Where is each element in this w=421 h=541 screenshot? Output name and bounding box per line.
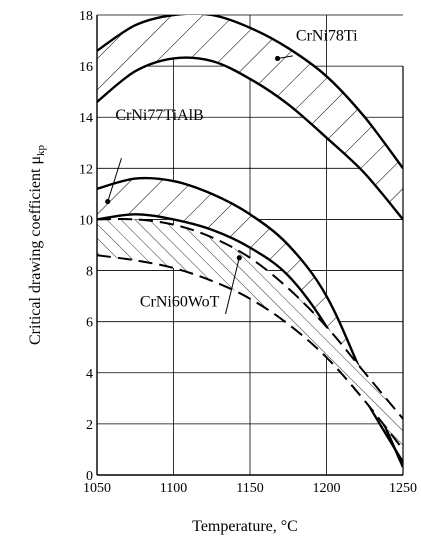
y-tick-label-10: 10 [79, 213, 93, 228]
y-tick-label-18: 18 [79, 9, 93, 24]
leader-dot-crni60wot [236, 255, 242, 261]
y-tick-label-6: 6 [86, 316, 93, 331]
y-tick-label-16: 16 [79, 60, 93, 75]
y-tick-label-12: 12 [79, 162, 93, 177]
leader-line-crni60wot [225, 257, 240, 315]
x-tick-label-1150: 1150 [236, 481, 263, 496]
leader-dot-crni78ti [274, 55, 281, 62]
band-upper-line-crni78ti [97, 15, 403, 170]
alloy-label-crni78ti: CrNi78Ti [296, 28, 358, 45]
y-tick-label-4: 4 [86, 367, 93, 382]
band-upper-line-crni60wot [97, 218, 403, 420]
y-tick-label-8: 8 [86, 265, 93, 280]
alloy-label-crni77tialb: CrNi77TiAlB [115, 107, 203, 124]
y-tick-label-14: 14 [79, 111, 93, 126]
y-axis-title-main: Critical drawing coefficient μ [27, 156, 44, 345]
y-tick-label-0: 0 [86, 469, 93, 484]
band-lower-line-crni78ti [97, 56, 403, 221]
y-axis-title-subscript: kp [35, 144, 47, 156]
x-tick-label-1050: 1050 [83, 481, 111, 496]
x-tick-label-1200: 1200 [313, 481, 341, 496]
x-tick-label-1100: 1100 [160, 481, 187, 496]
alloy-label-crni60wot: CrNi60WoT [140, 293, 220, 310]
y-axis-title: Critical drawing coefficient μkp [27, 144, 47, 345]
band-lower-line-crni60wot [97, 254, 403, 451]
y-tick-label-2: 2 [86, 418, 93, 433]
band-hatch-crni60wot [97, 219, 403, 450]
alloy-labels: CrNi78Ti CrNi77TiAlB CrNi60WoT [105, 28, 358, 315]
x-axis-title: Temperature, °C [192, 518, 298, 535]
x-tick-label-1250: 1250 [389, 481, 417, 496]
leader-line-crni77tialb [107, 157, 122, 202]
band-hatch-crni78ti [97, 15, 403, 220]
data-bands [97, 15, 403, 468]
band-hatch-crni77tialb [97, 178, 403, 468]
leader-dot-crni77tialb [105, 198, 111, 205]
axes [96, 15, 404, 476]
tick-labels: 0 2 4 6 8 10 12 14 16 18 1050 1100 1150 1200 1250 [79, 9, 417, 496]
